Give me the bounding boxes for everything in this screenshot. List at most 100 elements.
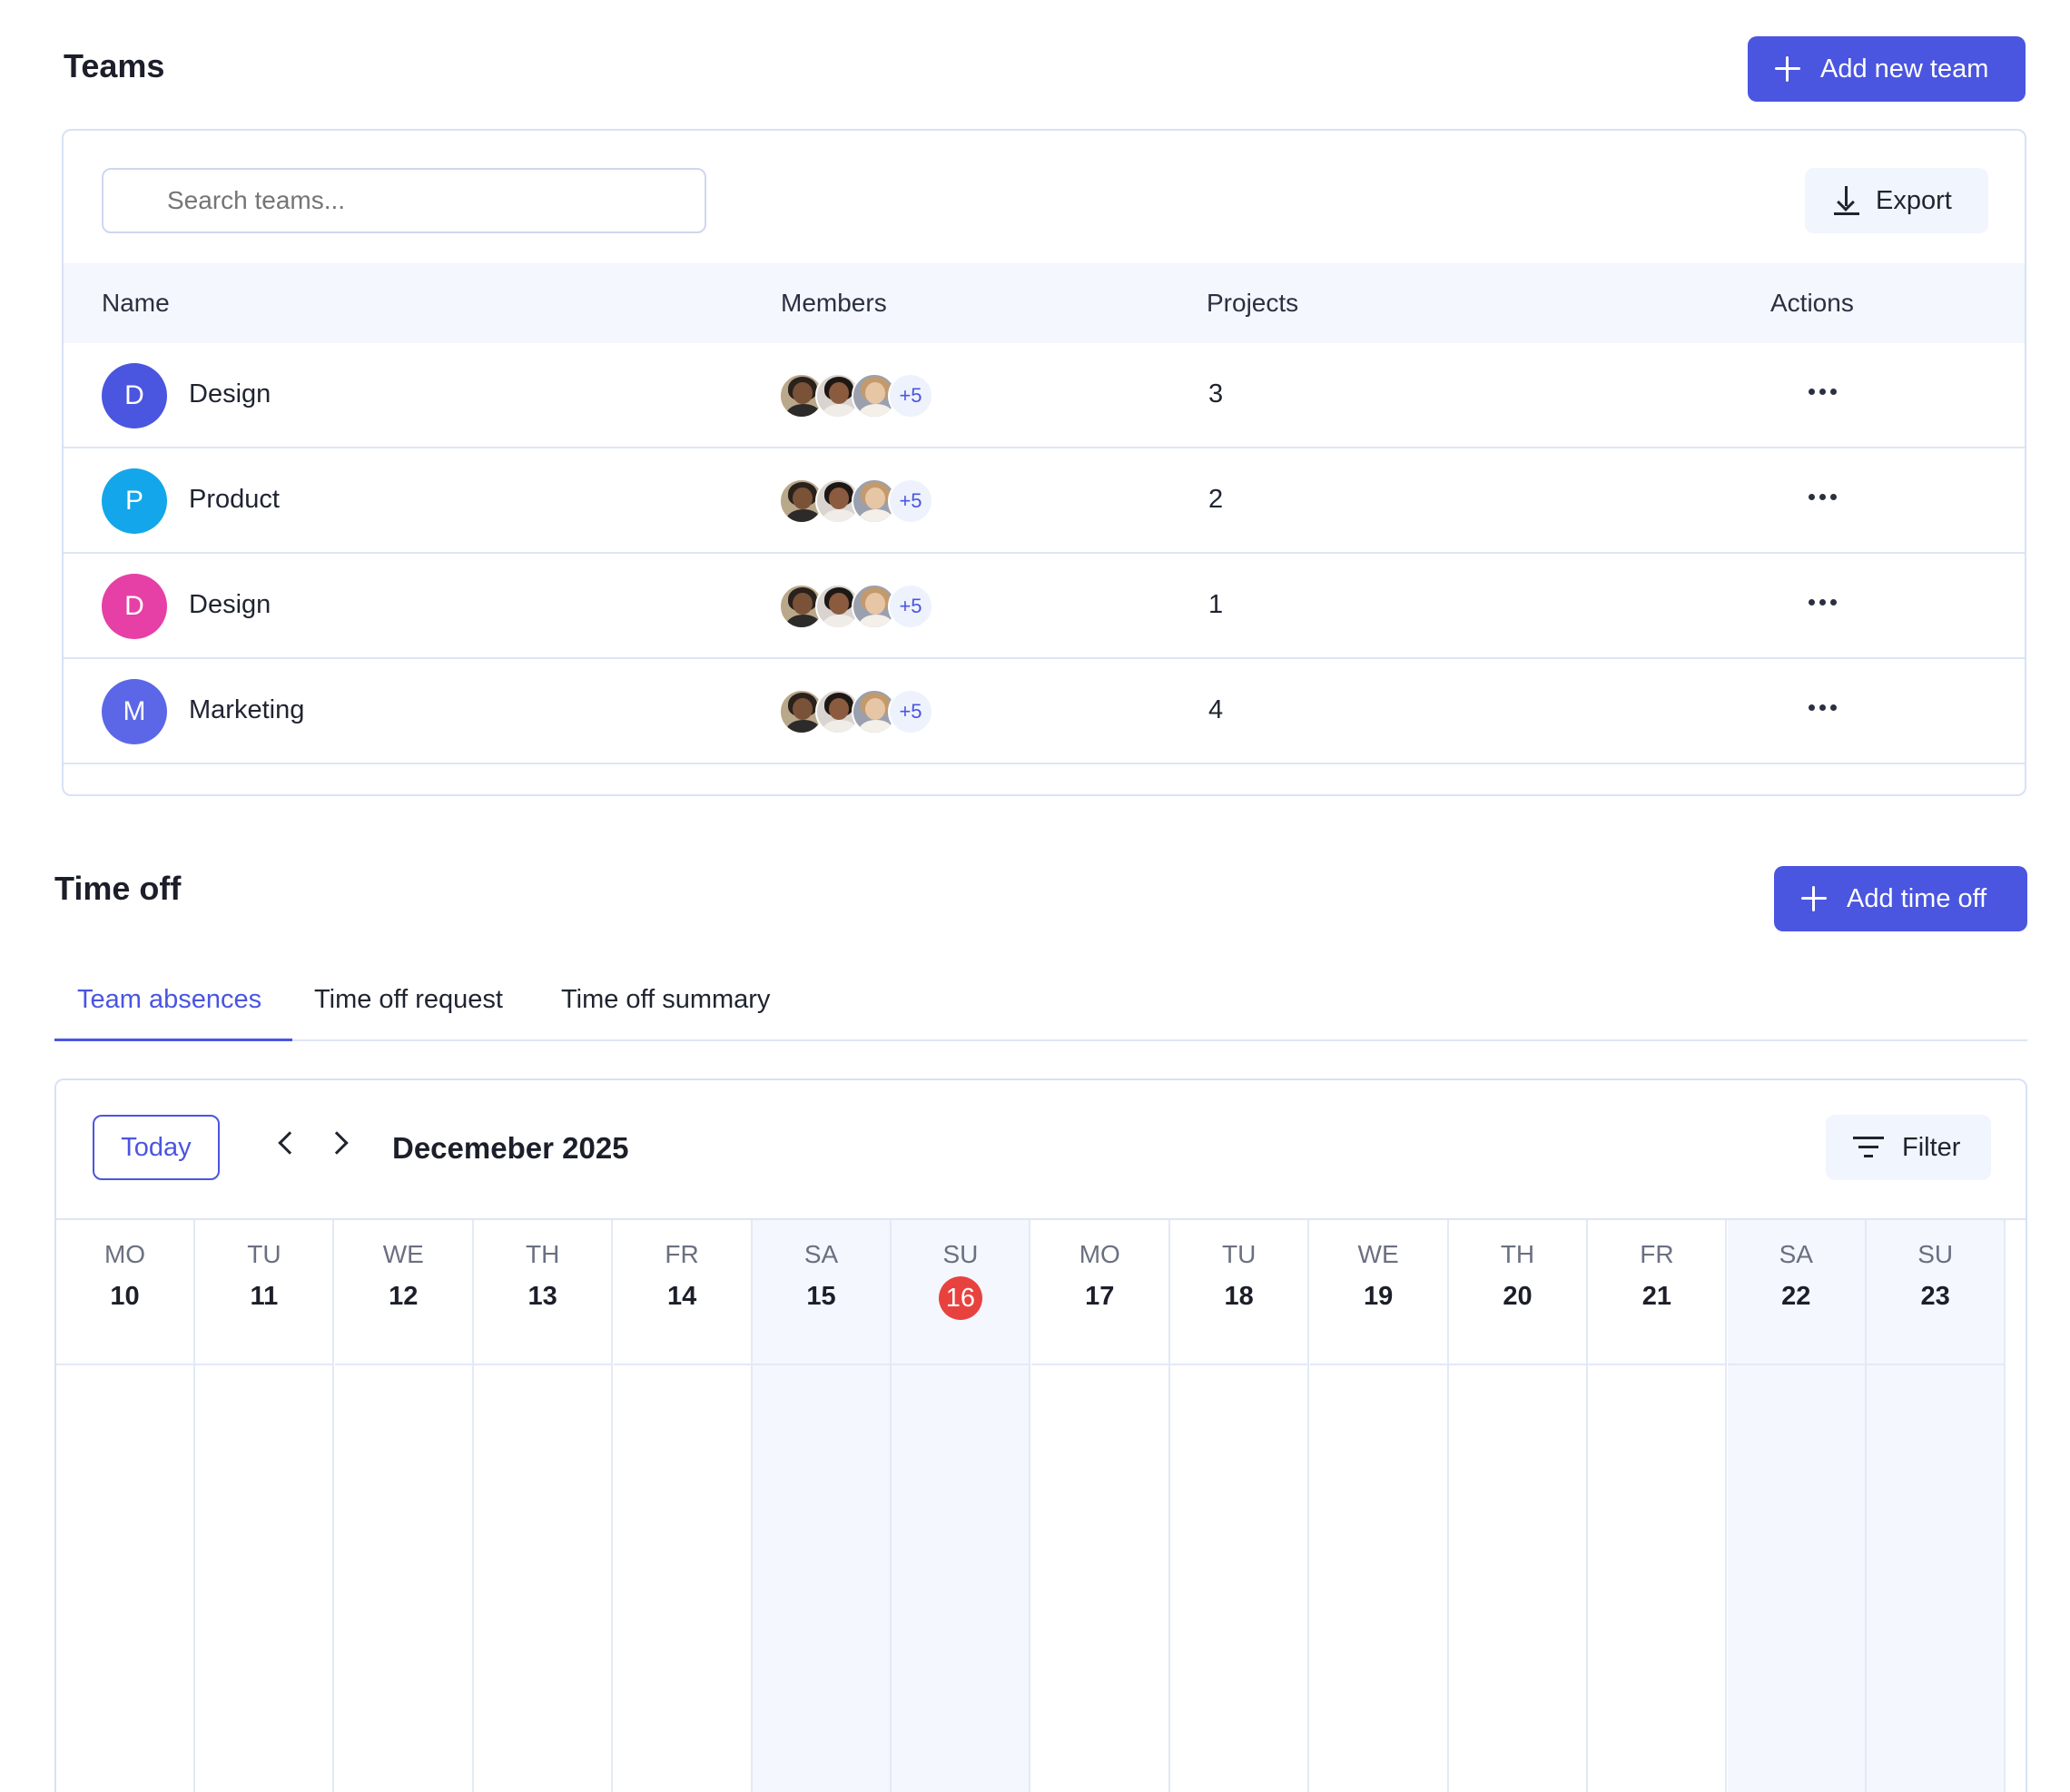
calendar-day-header: FR 14 [613,1220,751,1365]
plus-icon [1801,886,1827,911]
day-number: 12 [389,1282,419,1311]
add-new-team-label: Add new team [1820,54,1989,84]
calendar-day-header: TH 20 [1449,1220,1586,1365]
calendar-day-column[interactable]: WE 19 [1309,1220,1449,1792]
calendar-day-column[interactable]: TU 18 [1170,1220,1310,1792]
weekday-label: WE [382,1240,424,1268]
today-button[interactable]: Today [93,1115,220,1180]
team-avatar: D [102,363,167,428]
project-count: 3 [1208,379,1224,409]
tab-team-absences[interactable]: Team absences [77,985,262,1014]
member-avatars: +5 [779,478,942,524]
more-actions-icon[interactable] [1805,590,1840,615]
more-members-badge: +5 [888,689,933,734]
weekday-label: SU [1917,1240,1954,1268]
calendar-day-column[interactable]: SU 23 [1867,1220,2006,1792]
team-name: Design [189,590,271,619]
avatar [779,584,824,629]
avatar [779,689,824,734]
chevron-right-icon[interactable] [325,1131,349,1155]
calendar-day-column[interactable]: FR 14 [613,1220,753,1792]
calendar-day-column[interactable]: FR 21 [1588,1220,1728,1792]
calendar-days: MO 10 TU 11 WE 12 TH 13 FR 14 SA 15 SU 1… [56,1218,2026,1792]
more-members-badge: +5 [888,373,933,418]
weekday-label: TU [247,1240,281,1268]
weekday-label: MO [104,1240,146,1268]
time-off-title: Time off [54,870,182,907]
more-members-badge: +5 [888,584,933,629]
filter-button[interactable]: Filter [1826,1115,1991,1180]
calendar-day-column[interactable]: WE 12 [334,1220,474,1792]
calendar-day-header: TH 13 [474,1220,612,1365]
filter-icon [1853,1137,1884,1158]
add-new-team-button[interactable]: Add new team [1748,36,2026,102]
calendar-day-column[interactable]: SA 22 [1727,1220,1867,1792]
weekday-label: SA [1779,1240,1813,1268]
teams-card: Export Name Members Projects Actions D D… [62,129,2026,796]
day-number: 15 [806,1282,836,1311]
day-number: 13 [527,1282,557,1311]
calendar-day-header: WE 12 [334,1220,472,1365]
search-teams-input[interactable] [102,168,706,233]
table-row[interactable]: D Design +5 1 [64,554,2025,659]
teams-table-header: Name Members Projects Actions [64,263,2025,343]
team-avatar: D [102,574,167,639]
weekday-label: FR [1640,1240,1674,1268]
project-count: 4 [1208,695,1224,724]
day-number: 21 [1641,1282,1672,1311]
tab-time-off-summary[interactable]: Time off summary [561,985,771,1014]
time-off-tabs: Team absences Time off request Time off … [54,958,2027,1041]
day-number: 20 [1503,1282,1533,1311]
day-number: 10 [110,1282,140,1311]
calendar-day-column[interactable]: MO 17 [1030,1220,1170,1792]
day-number: 22 [1781,1282,1811,1311]
tab-time-off-request[interactable]: Time off request [314,985,503,1014]
member-avatars: +5 [779,584,942,629]
plus-icon [1775,56,1800,82]
calendar-card: Today Decemeber 2025 Filter MO 10 TU 11 … [54,1078,2027,1792]
calendar-day-header: MO 17 [1030,1220,1168,1365]
column-header-members: Members [781,289,887,317]
more-actions-icon[interactable] [1805,485,1840,509]
column-header-projects: Projects [1207,289,1299,317]
calendar-day-column[interactable]: TH 20 [1449,1220,1588,1792]
day-number: 23 [1920,1282,1950,1311]
calendar-day-header: TU 18 [1170,1220,1308,1365]
calendar-day-header: TU 11 [195,1220,333,1365]
filter-label: Filter [1902,1132,1961,1162]
calendar-day-column[interactable]: TH 13 [474,1220,614,1792]
calendar-day-column[interactable]: TU 11 [195,1220,335,1792]
column-header-name: Name [102,289,170,317]
table-row[interactable]: D Design +5 3 [64,343,2025,448]
team-avatar: M [102,679,167,744]
team-name: Design [189,379,271,409]
more-actions-icon[interactable] [1805,695,1840,720]
day-number: 11 [250,1282,279,1311]
member-avatars: +5 [779,689,942,734]
weekday-label: SU [942,1240,979,1268]
chevron-left-icon[interactable] [278,1131,301,1155]
day-number: 14 [666,1282,697,1311]
calendar-day-header: SA 15 [753,1220,890,1365]
weekday-label: WE [1357,1240,1399,1268]
calendar-day-column[interactable]: MO 10 [56,1220,195,1792]
add-time-off-button[interactable]: Add time off [1774,866,2027,931]
project-count: 2 [1208,485,1224,514]
calendar-day-header: SU 23 [1867,1220,2005,1365]
weekday-label: TH [1500,1240,1535,1268]
more-actions-icon[interactable] [1805,379,1840,404]
table-row[interactable]: M Marketing +5 4 [64,659,2025,764]
calendar-day-header: SA 22 [1727,1220,1865,1365]
download-icon [1834,186,1859,215]
more-members-badge: +5 [888,478,933,524]
team-name: Product [189,485,280,514]
calendar-day-column[interactable]: SA 15 [753,1220,892,1792]
table-row[interactable]: P Product +5 2 [64,448,2025,554]
avatar [852,373,897,418]
today-date-badge: 16 [938,1276,982,1320]
weekday-label: MO [1079,1240,1120,1268]
weekday-label: SA [803,1240,839,1268]
export-button[interactable]: Export [1805,168,1988,233]
calendar-day-column[interactable]: SU 16 [892,1220,1031,1792]
